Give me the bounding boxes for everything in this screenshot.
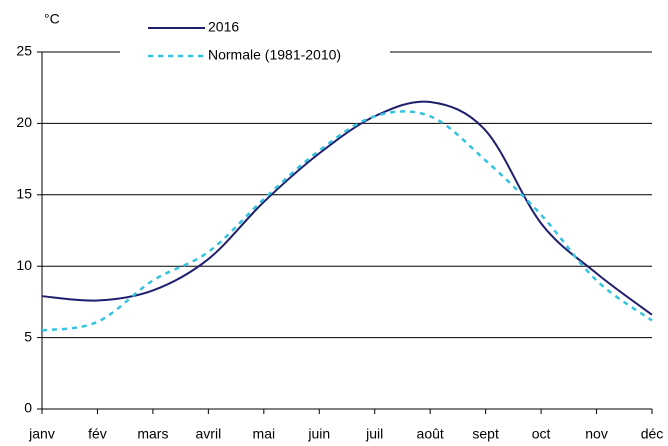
x-tick-label: janv: [28, 426, 55, 442]
legend-background: [120, 14, 390, 70]
y-tick-label: 10: [16, 257, 32, 273]
x-tick-label: nov: [585, 426, 608, 442]
y-tick-label: 5: [24, 328, 32, 344]
y-tick-label: 15: [16, 186, 32, 202]
y-axis-label: °C: [44, 11, 60, 27]
x-tick-label: fév: [88, 426, 107, 442]
series-line: [41, 100, 653, 316]
legend-label: 2016: [208, 19, 239, 35]
x-tick-label: juin: [307, 426, 330, 442]
x-tick-label: oct: [532, 426, 551, 442]
x-tick-label: mai: [253, 426, 276, 442]
y-tick-label: 25: [16, 43, 32, 59]
x-tick-label: mars: [137, 426, 168, 442]
series-line: [41, 110, 653, 332]
x-tick-label: août: [417, 426, 444, 442]
x-tick-label: avril: [196, 426, 222, 442]
y-tick-label: 0: [24, 400, 32, 416]
x-tick-label: sept: [472, 426, 499, 442]
y-tick-label: 20: [16, 114, 32, 130]
x-tick-label: juil: [365, 426, 383, 442]
x-tick-label: déc: [641, 426, 664, 442]
legend-label: Normale (1981-2010): [208, 47, 341, 63]
